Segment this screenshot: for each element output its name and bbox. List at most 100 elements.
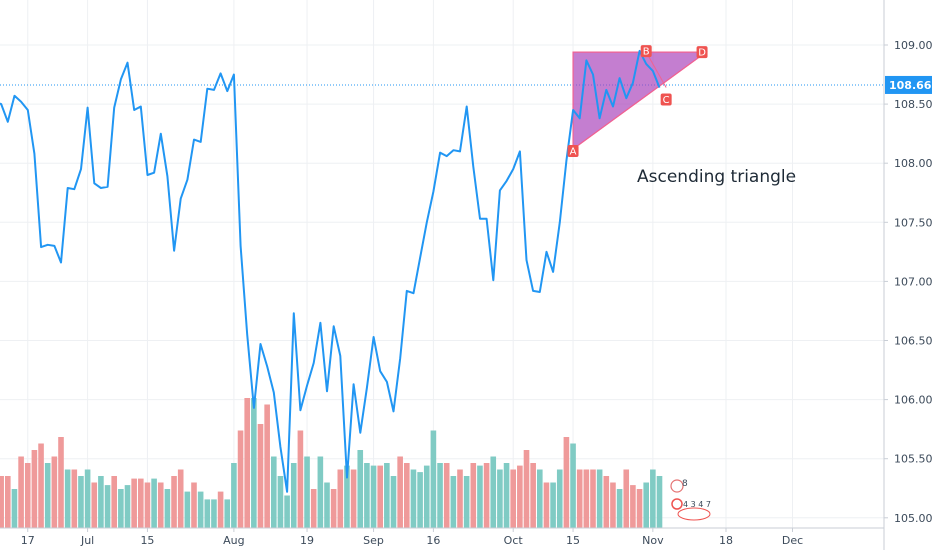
y-tick-label: 107.500 xyxy=(894,216,932,229)
volume-bar xyxy=(344,465,350,528)
volume-bar xyxy=(417,472,423,528)
volume-bar xyxy=(357,450,364,528)
volume-bar xyxy=(437,463,443,528)
volume-bar xyxy=(457,469,463,528)
event-icon[interactable] xyxy=(671,498,683,510)
volume-bar xyxy=(636,489,643,528)
y-tick-label: 105.500 xyxy=(894,453,932,466)
x-tick-label: Dec xyxy=(782,534,803,547)
volume-bar xyxy=(151,478,157,528)
volume-bar xyxy=(410,469,417,528)
event-badges[interactable]: 8 4 3 4 7 xyxy=(670,479,711,521)
volume-bar xyxy=(38,443,44,528)
volume-bar xyxy=(164,489,171,528)
y-tick-label: 105.000 xyxy=(894,512,932,525)
time-axis[interactable]: 17 Jul 15 Aug 19 Sep 16 Oct 15 Nov 18 Dec xyxy=(21,528,803,547)
volume-bar xyxy=(44,463,51,528)
volume-bar xyxy=(131,478,137,528)
volume-bars xyxy=(0,398,663,528)
price-series xyxy=(0,49,661,493)
point-marker-a[interactable] xyxy=(567,145,579,158)
volume-bar xyxy=(71,469,78,528)
volume-bar xyxy=(570,443,576,528)
point-marker-d[interactable] xyxy=(696,46,708,59)
x-tick-label: 16 xyxy=(426,534,440,547)
volume-bar xyxy=(537,469,543,528)
event-numbers: 4 3 4 7 xyxy=(683,500,711,509)
volume-bar xyxy=(217,491,224,528)
volume-bar xyxy=(556,469,563,528)
y-tick-label: 108.000 xyxy=(894,157,932,170)
volume-bar xyxy=(257,424,264,528)
volume-bar xyxy=(290,463,297,528)
volume-bar xyxy=(18,456,24,528)
volume-bar xyxy=(470,463,477,528)
volume-bar xyxy=(330,489,337,528)
x-tick-label: Nov xyxy=(642,534,664,547)
pattern-annotation: Ascending triangle xyxy=(637,167,796,187)
point-marker-c[interactable] xyxy=(660,93,672,106)
last-price-tag: 108.662 xyxy=(885,75,932,94)
volume-bar xyxy=(370,465,377,528)
volume-bar xyxy=(297,430,304,528)
volume-bar xyxy=(64,469,71,528)
point-marker-b[interactable] xyxy=(640,45,652,58)
point-label-a: A xyxy=(570,147,577,158)
x-tick-label: Aug xyxy=(223,534,244,547)
volume-bar xyxy=(563,437,570,528)
volume-bar xyxy=(224,499,231,528)
volume-bar xyxy=(244,398,250,528)
volume-bar xyxy=(443,463,450,528)
volume-bar xyxy=(304,456,310,528)
triangle-support-line xyxy=(572,51,707,150)
volume-bar xyxy=(350,469,357,528)
volume-bar xyxy=(530,463,536,528)
volume-bar xyxy=(211,499,217,528)
event-bubble xyxy=(677,507,711,521)
volume-bar xyxy=(24,463,31,528)
volume-bar xyxy=(477,465,483,528)
volume-bar xyxy=(510,469,516,528)
price-line xyxy=(0,49,661,493)
volume-bar xyxy=(650,469,656,528)
y-tick-label: 108.500 xyxy=(894,98,932,111)
volume-bar xyxy=(204,499,211,528)
volume-bar xyxy=(271,456,277,528)
volume-bar xyxy=(324,482,330,528)
x-tick-label: 19 xyxy=(300,534,314,547)
price-axis[interactable]: 105.000 105.500 106.000 106.500 107.000 107.5… xyxy=(884,39,932,525)
volume-bar xyxy=(144,482,151,528)
x-tick-label: 18 xyxy=(719,534,733,547)
y-tick-label: 107.000 xyxy=(894,275,932,288)
volume-bar xyxy=(517,465,523,528)
y-tick-label: 106.500 xyxy=(894,335,932,348)
volume-bar xyxy=(643,482,649,528)
volume-bar xyxy=(0,476,4,528)
volume-bar xyxy=(610,482,616,528)
x-tick-label: Jul xyxy=(80,534,94,547)
flag-icon[interactable] xyxy=(670,479,684,493)
volume-bar xyxy=(630,485,636,528)
volume-bar xyxy=(171,476,177,528)
volume-bar xyxy=(284,495,290,528)
volume-bar xyxy=(78,476,84,528)
volume-bar xyxy=(430,430,437,528)
volume-bar xyxy=(364,463,370,528)
volume-bar xyxy=(423,465,430,528)
volume-bar xyxy=(264,404,270,528)
volume-bar xyxy=(124,485,131,528)
volume-bar xyxy=(603,476,610,528)
pattern-point-markers[interactable]: A B C D xyxy=(567,45,708,158)
volume-bar xyxy=(237,430,244,528)
volume-bar xyxy=(11,489,18,528)
volume-bar xyxy=(84,469,91,528)
x-tick-label: 15 xyxy=(566,534,580,547)
volume-bar xyxy=(31,450,38,528)
point-label-b: B xyxy=(643,47,650,58)
volume-bar xyxy=(5,476,11,528)
flag-count: 8 xyxy=(682,479,688,489)
volume-bar xyxy=(483,463,490,528)
volume-bar xyxy=(91,482,98,528)
volume-bar xyxy=(656,476,663,528)
